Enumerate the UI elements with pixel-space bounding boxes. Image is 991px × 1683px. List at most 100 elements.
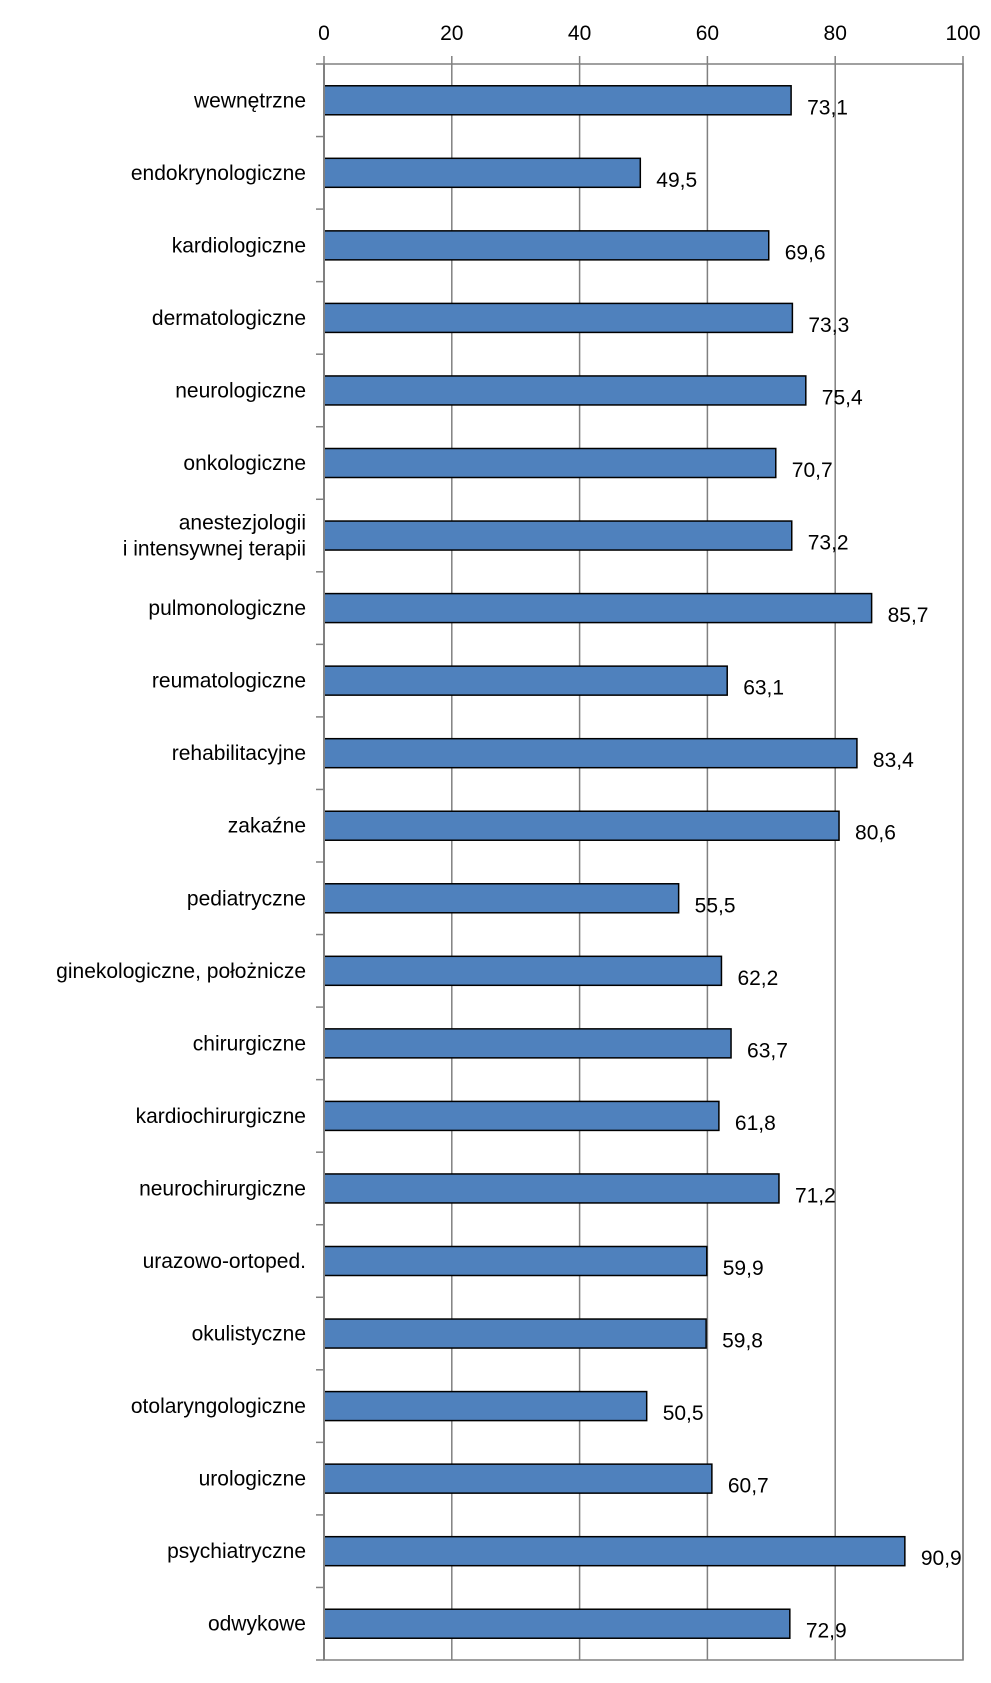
data-label-20: 90,9 [921, 1547, 962, 1570]
bars [323, 85, 906, 1639]
data-label-10: 80,6 [855, 822, 896, 845]
axes [316, 56, 964, 1661]
bar-0 [323, 85, 792, 116]
data-label-8: 63,1 [743, 677, 784, 700]
category-label-9: rehabilitacyjne [172, 742, 306, 765]
category-label-line: urologiczne [199, 1468, 306, 1491]
x-tick-label-20: 20 [440, 22, 463, 45]
bar-11 [323, 883, 680, 914]
x-tick-label-100: 100 [945, 22, 980, 45]
data-label-11: 55,5 [695, 894, 736, 917]
data-label-15: 71,2 [795, 1184, 836, 1207]
bar-10 [323, 810, 840, 841]
category-label-line: urazowo-ortoped. [143, 1250, 306, 1273]
data-label-14: 61,8 [735, 1112, 776, 1135]
bar-13 [323, 1028, 732, 1059]
x-tick-labels: 0 20 40 60 80 100 [318, 22, 980, 45]
data-label-9: 83,4 [873, 749, 914, 772]
bar-1 [323, 157, 642, 189]
data-label-3: 73,3 [808, 314, 849, 337]
data-label-19: 60,7 [728, 1475, 769, 1498]
x-tick-label-40: 40 [568, 22, 591, 45]
bar-16 [323, 1245, 708, 1277]
data-label-4: 75,4 [822, 386, 863, 409]
bar-3 [323, 302, 794, 334]
category-label-line: pediatryczne [187, 887, 306, 910]
data-label-6: 73,2 [808, 532, 849, 555]
bar-17 [323, 1318, 707, 1349]
data-label-16: 59,9 [723, 1257, 764, 1280]
category-label-12: ginekologiczne, położnicze [56, 960, 306, 983]
data-label-5: 70,7 [792, 459, 833, 482]
category-label-line: kardiologiczne [172, 234, 306, 257]
category-label-1: endokrynologiczne [131, 162, 306, 185]
bar-20 [323, 1535, 906, 1567]
data-label-18: 50,5 [663, 1402, 704, 1425]
category-label-line: endokrynologiczne [131, 162, 306, 185]
category-label-5: onkologiczne [183, 452, 306, 475]
category-label-21: odwykowe [208, 1613, 306, 1636]
category-label-11: pediatryczne [187, 887, 306, 910]
category-label-line: ginekologiczne, położnicze [56, 960, 306, 983]
bar-14 [323, 1100, 720, 1132]
category-label-line: chirurgiczne [193, 1032, 306, 1055]
bar-9 [323, 737, 858, 769]
bar-12 [323, 955, 723, 987]
data-label-7: 85,7 [888, 604, 929, 627]
category-label-line: i intensywnej terapii [123, 538, 306, 561]
category-label-line: kardiochirurgiczne [136, 1105, 306, 1128]
category-labels: wewnętrzne endokrynologiczne kardiologiczn… [56, 89, 306, 1635]
category-label-line: okulistyczne [192, 1323, 306, 1346]
category-label-19: urologiczne [199, 1468, 306, 1491]
category-label-10: zakaźne [228, 815, 306, 838]
bar-4 [323, 375, 807, 406]
category-label-18: otolaryngologiczne [131, 1395, 306, 1418]
bar-18 [323, 1390, 648, 1422]
category-label-8: reumatologiczne [152, 670, 306, 693]
data-label-1: 49,5 [656, 169, 697, 192]
data-label-13: 63,7 [747, 1039, 788, 1062]
category-label-line: onkologiczne [183, 452, 306, 475]
x-tick-label-80: 80 [824, 22, 847, 45]
category-label-3: dermatologiczne [152, 307, 306, 330]
category-label-line: odwykowe [208, 1613, 306, 1636]
bar-19 [323, 1463, 713, 1494]
bar-15 [323, 1173, 780, 1204]
x-tick-label-0: 0 [318, 22, 330, 45]
category-label-20: psychiatryczne [167, 1540, 306, 1563]
category-label-4: neurologiczne [175, 379, 306, 402]
category-label-line: dermatologiczne [152, 307, 306, 330]
category-label-line: reumatologiczne [152, 670, 306, 693]
bar-2 [323, 230, 770, 261]
bar-7 [323, 592, 873, 624]
category-label-line: otolaryngologiczne [131, 1395, 306, 1418]
bar-8 [323, 665, 728, 696]
bar-21 [323, 1608, 791, 1639]
bar-5 [323, 447, 777, 479]
category-label-6: anestezjologii i intensywnej terapii [123, 512, 306, 561]
data-labels: 73,1 49,5 69,6 73,3 75,4 70,7 73,2 85,7 63,1 83,4… [656, 96, 961, 1642]
category-label-line: neurochirurgiczne [139, 1177, 306, 1200]
category-label-13: chirurgiczne [193, 1032, 306, 1055]
category-label-line: pulmonologiczne [148, 597, 306, 620]
data-label-0: 73,1 [807, 96, 848, 119]
category-label-line: anestezjologii [179, 512, 306, 535]
category-label-line: psychiatryczne [167, 1540, 306, 1563]
category-label-7: pulmonologiczne [148, 597, 306, 620]
data-label-2: 69,6 [785, 241, 826, 264]
category-label-0: wewnętrzne [193, 89, 306, 112]
category-label-15: neurochirurgiczne [139, 1177, 306, 1200]
category-label-line: neurologiczne [175, 379, 306, 402]
category-label-2: kardiologiczne [172, 234, 306, 257]
category-label-17: okulistyczne [192, 1323, 306, 1346]
category-label-16: urazowo-ortoped. [143, 1250, 306, 1273]
data-label-12: 62,2 [737, 967, 778, 990]
data-label-21: 72,9 [806, 1620, 847, 1643]
category-label-line: rehabilitacyjne [172, 742, 306, 765]
data-label-17: 59,8 [722, 1330, 763, 1353]
x-tick-label-60: 60 [696, 22, 719, 45]
bar-6 [323, 520, 793, 551]
category-label-line: wewnętrzne [193, 89, 306, 112]
category-label-14: kardiochirurgiczne [136, 1105, 306, 1128]
